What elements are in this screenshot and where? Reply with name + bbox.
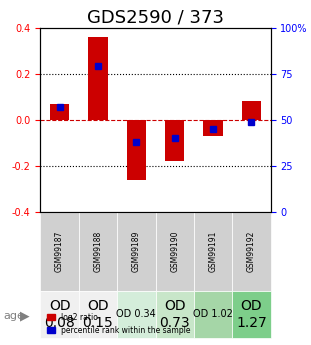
- FancyBboxPatch shape: [232, 212, 271, 291]
- Bar: [203, 120, 223, 136]
- Text: GSM99187: GSM99187: [55, 230, 64, 272]
- Text: GSM99190: GSM99190: [170, 230, 179, 272]
- Text: age: age: [3, 311, 24, 321]
- Bar: [127, 120, 146, 179]
- FancyBboxPatch shape: [194, 291, 232, 338]
- Title: GDS2590 / 373: GDS2590 / 373: [87, 8, 224, 26]
- FancyBboxPatch shape: [117, 291, 156, 338]
- Text: OD
0.73: OD 0.73: [159, 299, 190, 329]
- Text: OD
0.08: OD 0.08: [44, 299, 75, 329]
- Text: OD 0.34: OD 0.34: [116, 309, 156, 319]
- Bar: [242, 101, 261, 120]
- Bar: [165, 120, 184, 161]
- Bar: [50, 104, 69, 120]
- FancyBboxPatch shape: [40, 291, 79, 338]
- Text: OD
0.15: OD 0.15: [83, 299, 113, 329]
- Bar: [88, 37, 108, 120]
- Text: GSM99191: GSM99191: [209, 230, 217, 272]
- Text: OD
1.27: OD 1.27: [236, 299, 267, 329]
- FancyBboxPatch shape: [79, 291, 117, 338]
- FancyBboxPatch shape: [156, 212, 194, 291]
- FancyBboxPatch shape: [117, 212, 156, 291]
- FancyBboxPatch shape: [232, 291, 271, 338]
- FancyBboxPatch shape: [79, 212, 117, 291]
- FancyBboxPatch shape: [194, 212, 232, 291]
- FancyBboxPatch shape: [156, 291, 194, 338]
- Legend: log2 ratio, percentile rank within the sample: log2 ratio, percentile rank within the s…: [44, 310, 194, 338]
- FancyBboxPatch shape: [40, 212, 79, 291]
- Text: OD 1.02: OD 1.02: [193, 309, 233, 319]
- Text: ▶: ▶: [20, 309, 30, 322]
- Text: GSM99189: GSM99189: [132, 230, 141, 272]
- Text: GSM99188: GSM99188: [94, 231, 102, 272]
- Text: GSM99192: GSM99192: [247, 230, 256, 272]
